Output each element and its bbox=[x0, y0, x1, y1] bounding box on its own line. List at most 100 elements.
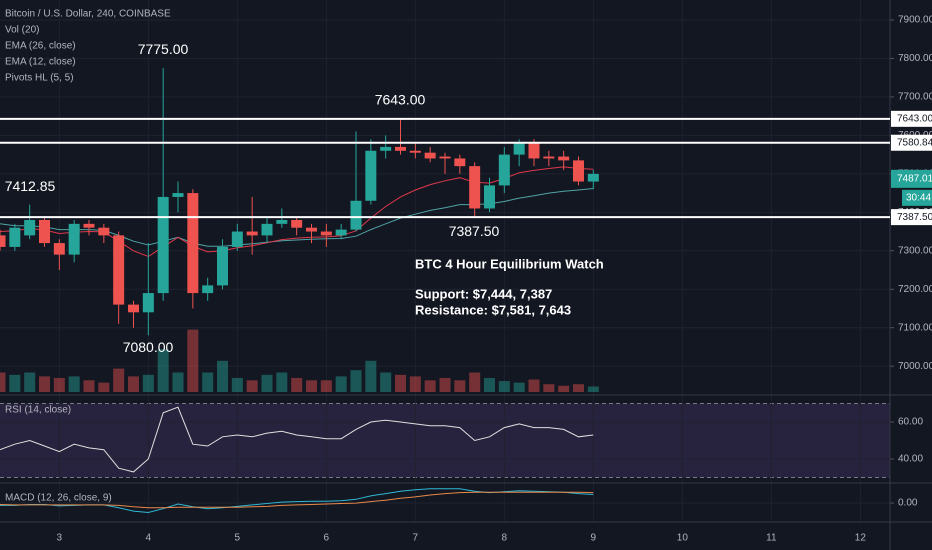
candle-body bbox=[395, 146, 406, 151]
y-tick-label: 7200.00 bbox=[898, 284, 932, 295]
price-annotation: 7643.00 bbox=[375, 92, 426, 108]
price-annotation: 7412.85 bbox=[5, 178, 56, 194]
volume-bar bbox=[306, 380, 317, 392]
volume-bar bbox=[128, 376, 139, 392]
y-tick-label: 0.00 bbox=[898, 498, 918, 509]
legend-entry: EMA (12, close) bbox=[5, 57, 76, 68]
candle-body bbox=[380, 146, 392, 151]
volume-bar bbox=[469, 372, 481, 392]
x-tick-label: 5 bbox=[235, 533, 241, 544]
candle-body bbox=[24, 220, 36, 236]
candle-body bbox=[217, 246, 228, 286]
level-label-box bbox=[891, 209, 932, 226]
volume-bar bbox=[439, 377, 451, 392]
note-text: Support: $7,444, 7,387 bbox=[415, 286, 552, 301]
x-tick-label: 4 bbox=[146, 533, 152, 544]
legend-entry: EMA (26, close) bbox=[5, 41, 76, 52]
candle-body bbox=[558, 156, 570, 161]
volume-bar bbox=[484, 377, 495, 392]
candle-body bbox=[424, 152, 436, 159]
y-tick-label: 7800.00 bbox=[898, 53, 932, 64]
volume-bar bbox=[187, 329, 199, 392]
legend-entry: Bitcoin / U.S. Dollar, 240, COINBASE bbox=[5, 9, 171, 20]
x-tick-label: 11 bbox=[766, 533, 777, 544]
volume-bar bbox=[53, 377, 65, 392]
volume-bar bbox=[513, 382, 525, 392]
volume-bar bbox=[202, 372, 214, 392]
volume-bar bbox=[24, 372, 36, 392]
rsi-band bbox=[0, 403, 890, 478]
x-tick-label: 8 bbox=[502, 533, 508, 544]
price-annotation: 7080.00 bbox=[123, 339, 174, 355]
volume-bar bbox=[291, 377, 303, 392]
candle-body bbox=[202, 285, 214, 294]
legend-entry: Vol (20) bbox=[5, 25, 39, 36]
candle-body bbox=[335, 229, 347, 236]
x-tick-label: 12 bbox=[855, 533, 867, 544]
candle-body bbox=[113, 235, 125, 305]
candle-body bbox=[0, 235, 6, 247]
volume-bar bbox=[142, 374, 154, 392]
legend-entry: Pivots HL (5, 5) bbox=[5, 73, 74, 84]
last-price-label: 7487.01 bbox=[897, 173, 932, 184]
pane-title: MACD (12, 26, close, 9) bbox=[5, 493, 112, 504]
volume-bar bbox=[172, 372, 184, 392]
candle-body bbox=[454, 158, 466, 167]
candle-body bbox=[513, 143, 525, 155]
volume-bar bbox=[217, 360, 228, 392]
x-tick-label: 7 bbox=[413, 533, 419, 544]
candle-body bbox=[469, 166, 481, 209]
volume-bar bbox=[558, 385, 570, 392]
candle-body bbox=[231, 231, 243, 247]
volume-bar bbox=[498, 381, 510, 392]
y-tick-label: 7100.00 bbox=[898, 322, 932, 333]
candle-body bbox=[83, 223, 95, 228]
pane-title: RSI (14, close) bbox=[5, 405, 71, 416]
candle-body bbox=[9, 227, 21, 247]
volume-bar bbox=[573, 384, 584, 392]
volume-bar bbox=[409, 376, 421, 392]
volume-bar bbox=[395, 374, 406, 392]
volume-bar bbox=[587, 386, 599, 392]
macd-line bbox=[0, 491, 594, 509]
volume-bar bbox=[335, 376, 347, 392]
volume-bar bbox=[365, 360, 377, 392]
note-text: Resistance: $7,581, 7,643 bbox=[415, 302, 571, 317]
price-annotation: 7387.50 bbox=[449, 223, 500, 239]
y-tick-label: 7300.00 bbox=[898, 245, 932, 256]
volume-bar bbox=[113, 368, 125, 392]
candle-body bbox=[68, 223, 80, 255]
candle-body bbox=[39, 220, 50, 244]
y-tick-label: 40.00 bbox=[898, 454, 923, 465]
level-label-box bbox=[891, 134, 932, 151]
candle-body bbox=[320, 231, 332, 236]
candle-body bbox=[484, 185, 495, 209]
candle-body bbox=[573, 160, 584, 182]
candle-body bbox=[128, 304, 139, 313]
volume-bar bbox=[424, 380, 436, 392]
candle-body bbox=[439, 156, 451, 159]
volume-bar bbox=[261, 374, 273, 392]
candle-body bbox=[365, 150, 377, 201]
candle-body bbox=[142, 293, 154, 313]
y-tick-label: 7000.00 bbox=[898, 361, 932, 372]
countdown-box bbox=[902, 189, 932, 206]
level-label-box bbox=[891, 110, 932, 127]
volume-bar bbox=[231, 377, 243, 392]
note-text: BTC 4 Hour Equilibrium Watch bbox=[415, 256, 604, 271]
candle-body bbox=[246, 231, 258, 236]
x-tick-label: 10 bbox=[677, 533, 689, 544]
y-tick-label: 7700.00 bbox=[898, 92, 932, 103]
x-tick-label: 9 bbox=[591, 533, 597, 544]
candle-body bbox=[261, 223, 273, 236]
volume-bar bbox=[276, 372, 288, 392]
candle-body bbox=[53, 243, 65, 255]
candle-body bbox=[543, 156, 555, 159]
volume-bar bbox=[157, 349, 169, 392]
candle-body bbox=[528, 143, 540, 159]
last-price-box bbox=[891, 169, 932, 188]
candle-body bbox=[276, 220, 288, 224]
candle-body bbox=[409, 150, 421, 153]
candle-body bbox=[98, 227, 110, 236]
